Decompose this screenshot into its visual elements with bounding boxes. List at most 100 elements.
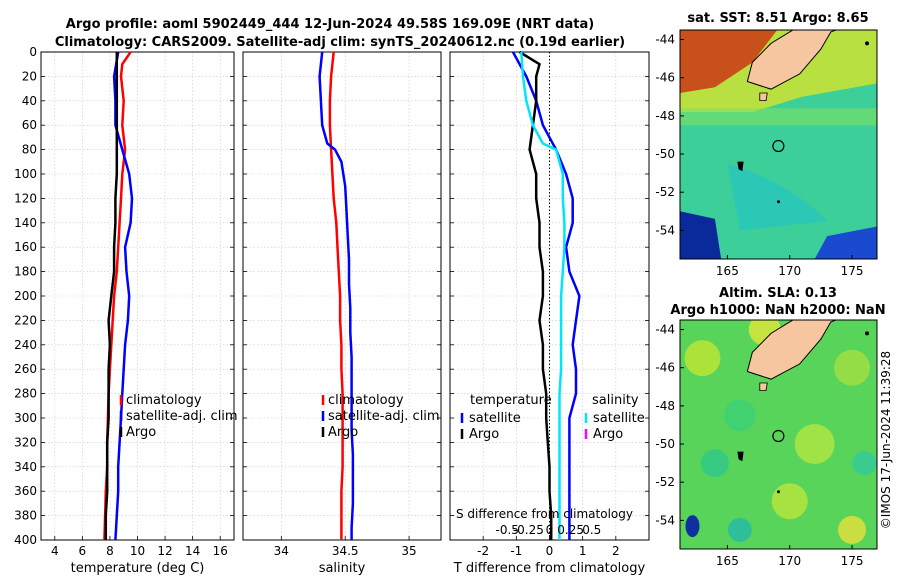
- y-tick-label: 400: [14, 533, 37, 547]
- y-tick-label: 220: [14, 313, 37, 327]
- sst-cool-tongue: [727, 163, 828, 231]
- y-tick-label: 360: [14, 484, 37, 498]
- map-frame: [679, 319, 878, 550]
- y-tick-label: 120: [14, 191, 37, 205]
- secondary-tick-label: -0.25: [513, 523, 544, 537]
- salinity-panel: 34 34.5 35 salinity climatologysatellite-adj…: [242, 51, 442, 576]
- y-tick-label: 0: [29, 45, 37, 59]
- y-tick-label: 340: [14, 460, 37, 474]
- x-tick-label: 0: [546, 544, 554, 558]
- x-tick-label: 34.5: [332, 544, 359, 558]
- secondary-tick-label: 0.25: [557, 523, 584, 537]
- x-tick-label: 6: [79, 544, 87, 558]
- map-y-tick-label: -48: [655, 109, 675, 123]
- legend-label: Argo: [126, 425, 156, 440]
- y-tick-label: 20: [22, 69, 37, 83]
- sla-anomaly-blob: [794, 424, 835, 465]
- sst-cold-region: [680, 211, 722, 259]
- map-field: [680, 320, 877, 549]
- x-tick-label: -1: [510, 544, 522, 558]
- legend-label: satellite-adj. clim: [126, 409, 238, 424]
- legend-label: satellite: [469, 411, 521, 426]
- sst-front: [680, 108, 877, 126]
- secondary-tick-label: -0.5: [496, 523, 519, 537]
- sla-anomaly-blob: [834, 349, 871, 386]
- island: [737, 451, 744, 462]
- map-y-tick-label: -48: [655, 399, 675, 413]
- sst-cold-region: [814, 226, 877, 259]
- legend-label: satellite: [593, 411, 645, 426]
- x-axis-label: salinity: [319, 561, 366, 576]
- secondary-tick-label: 0: [546, 523, 554, 537]
- sla-map-title-2: Argo h1000: NaN h2000: NaN: [670, 303, 885, 318]
- sla-anomaly-blob: [771, 483, 808, 520]
- map-x-tick-label: 170: [778, 264, 801, 278]
- series-line-argo: [104, 52, 119, 540]
- legend-title: salinity: [592, 393, 639, 408]
- argo-position-marker: [772, 139, 785, 153]
- sla-anomaly-blob: [727, 517, 752, 542]
- series-line-satellite-adj-clim: [318, 51, 355, 540]
- legend-label: satellite-adj. clim: [328, 409, 440, 424]
- difference-panel: -2 -1 0 1 2 T difference from climatology temp…: [449, 50, 650, 576]
- series-line-argo: [518, 50, 553, 540]
- island: [777, 490, 780, 494]
- title-line-2: Climatology: CARS2009. Satellite-adj cli…: [55, 35, 625, 50]
- sla-anomaly-blob: [723, 399, 756, 432]
- map-x-tick-label: 165: [716, 554, 739, 568]
- secondary-axis-label: S difference from climatology: [456, 507, 633, 521]
- y-tick-label: 60: [22, 118, 37, 132]
- copyright-text: ©IMOS 17-Jun-2024 11:39:28: [879, 351, 893, 529]
- x-tick-label: 34: [274, 544, 289, 558]
- sla-anomaly-blob: [838, 515, 867, 544]
- map-x-tick-label: 175: [841, 264, 864, 278]
- island: [865, 331, 870, 336]
- y-tick-label: 320: [14, 435, 37, 449]
- land-mass: [746, 30, 847, 90]
- x-tick-label: -2: [477, 544, 489, 558]
- sla-map-title-1: Altim. SLA: 0.13: [719, 286, 837, 301]
- x-axis-label: T difference from climatology: [453, 561, 646, 576]
- y-tick-label: 380: [14, 509, 37, 523]
- legend-label: Argo: [328, 425, 358, 440]
- sla-map: -44 -46 -48 -50 -52 -54 165 170 175: [655, 319, 878, 568]
- sst-hot-region: [680, 30, 778, 93]
- map-y-tick-label: -46: [655, 71, 675, 85]
- island: [777, 200, 780, 204]
- map-y-tick-label: -46: [655, 361, 675, 375]
- legend-label: climatology: [126, 393, 202, 408]
- series-line-salinity-satellite: [520, 51, 566, 540]
- land-mass: [759, 92, 768, 102]
- x-axis-label: temperature (deg C): [71, 561, 205, 576]
- x-tick-label: 10: [130, 544, 145, 558]
- series-line-satellite: [511, 51, 581, 540]
- sla-anomaly-blob: [852, 451, 877, 476]
- y-tick-label: 40: [22, 94, 37, 108]
- legend-title: temperature: [470, 393, 552, 408]
- y-tick-label: 100: [14, 167, 37, 181]
- title-line-1: Argo profile: aoml 5902449_444 12-Jun-20…: [66, 17, 594, 32]
- y-tick-label: 200: [14, 289, 37, 303]
- land-mass: [746, 320, 847, 380]
- map-x-tick-label: 170: [778, 554, 801, 568]
- y-tick-label: 160: [14, 240, 37, 254]
- x-tick-label: 2: [612, 544, 620, 558]
- x-tick-label: 16: [213, 544, 228, 558]
- sla-anomaly-blob: [684, 340, 721, 377]
- island: [737, 161, 744, 172]
- map-frame: [679, 29, 878, 260]
- temperature-panel: 0 20 40 60 80 100 120 140 160 180 200 220 240 260 280 3…: [14, 45, 238, 576]
- map-x-tick-label: 175: [841, 554, 864, 568]
- x-tick-label: 14: [185, 544, 200, 558]
- x-tick-label: 8: [106, 544, 114, 558]
- map-y-tick-label: -44: [655, 323, 675, 337]
- map-field: [680, 30, 877, 259]
- sla-low-anomaly: [685, 515, 700, 538]
- map-x-tick-label: 165: [716, 264, 739, 278]
- sla-anomaly-blob: [700, 449, 729, 478]
- land-mass: [759, 382, 768, 392]
- x-tick-label: 35: [401, 544, 416, 558]
- legend-label: climatology: [328, 393, 404, 408]
- x-tick-label: 12: [157, 544, 172, 558]
